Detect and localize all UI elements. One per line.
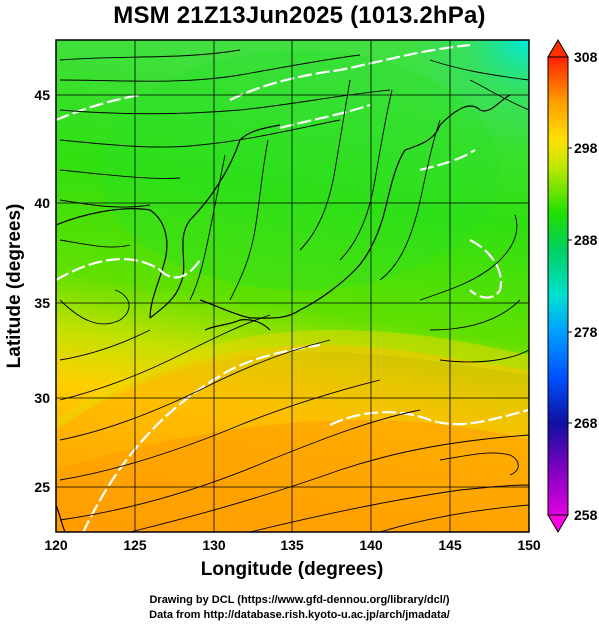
colorbar-tick-label: 308 [574,49,598,65]
colorbar-scale [547,56,569,516]
colorbar-min-arrow [547,514,569,533]
colorbar-tick-label: 298 [574,140,598,156]
map-grid [56,40,529,532]
x-tick-label: 130 [202,537,226,553]
colorbar-tick-label: 258 [574,507,598,523]
y-tick-label: 35 [34,295,50,311]
colorbar-tick-label: 288 [574,232,598,248]
x-tick-label: 140 [359,537,383,553]
colorbar-tick-label: 278 [574,324,598,340]
y-axis-title: Latitude (degrees) [4,204,25,369]
x-tick-label: 120 [44,537,68,553]
y-tick-label: 30 [34,390,50,406]
x-tick-label: 145 [438,537,462,553]
footer-credit-data: Data from http://database.rish.kyoto-u.a… [149,609,450,621]
coastline [56,94,511,532]
plot-frame [55,39,530,533]
colorbar-tick-label: 268 [574,415,598,431]
colorbar: 308 298 288 278 268 258 [547,39,598,533]
y-tick-label: 40 [34,195,50,211]
x-axis: 120 125 130 135 140 145 150 Longitude (d… [44,537,541,580]
x-tick-label: 150 [517,537,541,553]
footer-credit-drawing: Drawing by DCL (https://www.gfd-dennou.o… [149,594,450,606]
y-tick-label: 45 [34,87,50,103]
x-tick-label: 125 [123,537,147,553]
y-tick-label: 25 [34,479,50,495]
colorbar-max-arrow [547,39,569,58]
y-axis: 45 40 35 30 25 Latitude (degrees) [4,87,50,495]
map-title: MSM 21Z13Jun2025 (1013.2hPa) [113,2,486,29]
x-tick-label: 135 [280,537,304,553]
x-axis-title: Longitude (degrees) [201,559,384,580]
